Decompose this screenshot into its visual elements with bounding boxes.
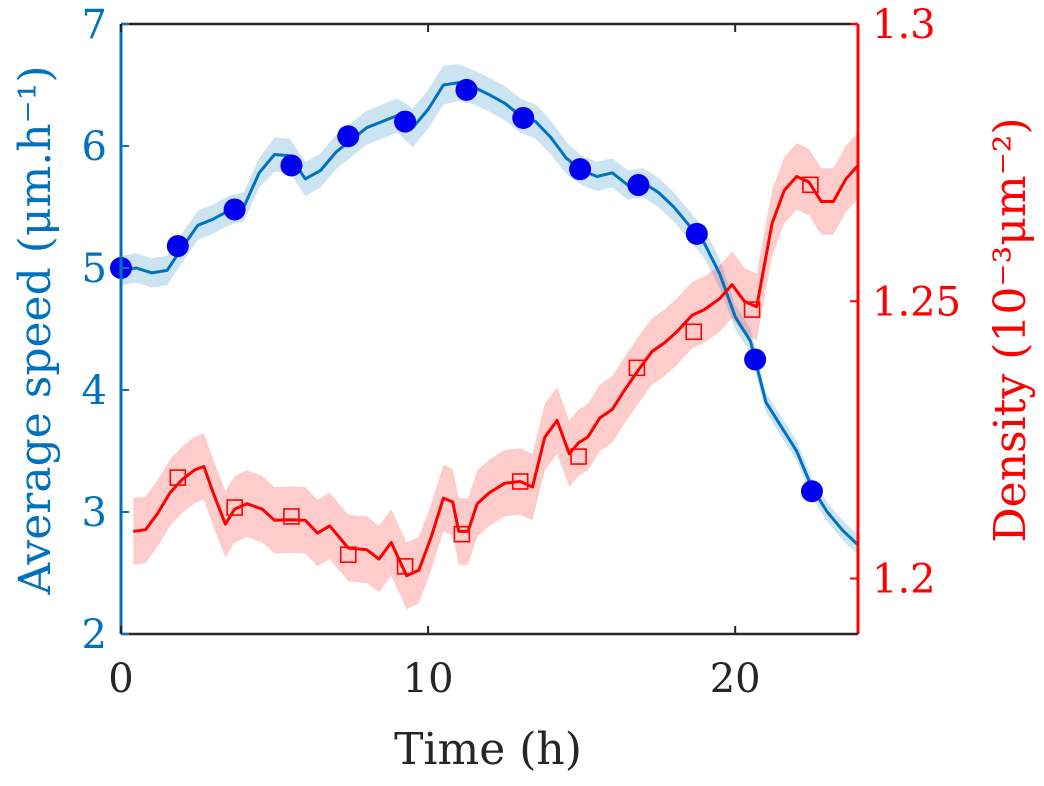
axes [119, 22, 860, 636]
x-tick-label: 0 [108, 656, 133, 702]
speed-point [280, 154, 303, 177]
speed-point [744, 348, 767, 371]
y-right-tick-label: 1.25 [872, 279, 961, 325]
y-left-tick-label: 3 [82, 490, 107, 536]
x-tick-label: 10 [403, 656, 454, 702]
y-axis-title-right: Density (10⁻³μm⁻²) [985, 117, 1036, 542]
density-point [685, 323, 703, 341]
density-point [628, 359, 646, 377]
density-point [743, 301, 761, 318]
speed-point [512, 106, 535, 129]
speed-point [223, 198, 246, 221]
speed-point [627, 174, 650, 197]
y-right-tick-label: 1.3 [872, 2, 936, 48]
series-markers [110, 78, 823, 575]
y-left-tick-label: 2 [82, 612, 107, 658]
density-point [570, 448, 587, 465]
density-point [396, 558, 414, 575]
density-point [283, 508, 300, 525]
y-left-tick-label: 6 [82, 124, 107, 170]
speed-band [121, 64, 858, 555]
density-band [133, 132, 859, 609]
speed-point [569, 158, 592, 181]
speed-point [685, 222, 708, 245]
tick-labels: 2 3 4 5 6 7 1.2 1.25 1.3 0 10 20 [82, 2, 962, 702]
y-left-tick-label: 7 [82, 2, 107, 48]
speed-point [800, 480, 823, 503]
confidence-bands [121, 64, 859, 609]
density-point [511, 473, 529, 490]
x-axis-title: Time (h) [394, 724, 582, 775]
speed-point [166, 235, 189, 258]
speed-point [455, 78, 478, 101]
density-point [169, 469, 187, 486]
x-tick-label: 20 [710, 656, 761, 702]
speed-point [337, 125, 360, 148]
y-left-tick-label: 4 [82, 368, 107, 414]
density-point [453, 525, 471, 543]
density-point [226, 499, 243, 516]
speed-point [394, 110, 417, 133]
y-right-tick-label: 1.2 [872, 557, 936, 603]
y-left-tick-label: 5 [82, 246, 107, 292]
density-point [339, 546, 357, 564]
y-axis-title-left: Average speed (μm.h⁻¹) [10, 65, 61, 595]
density-point [802, 176, 819, 194]
